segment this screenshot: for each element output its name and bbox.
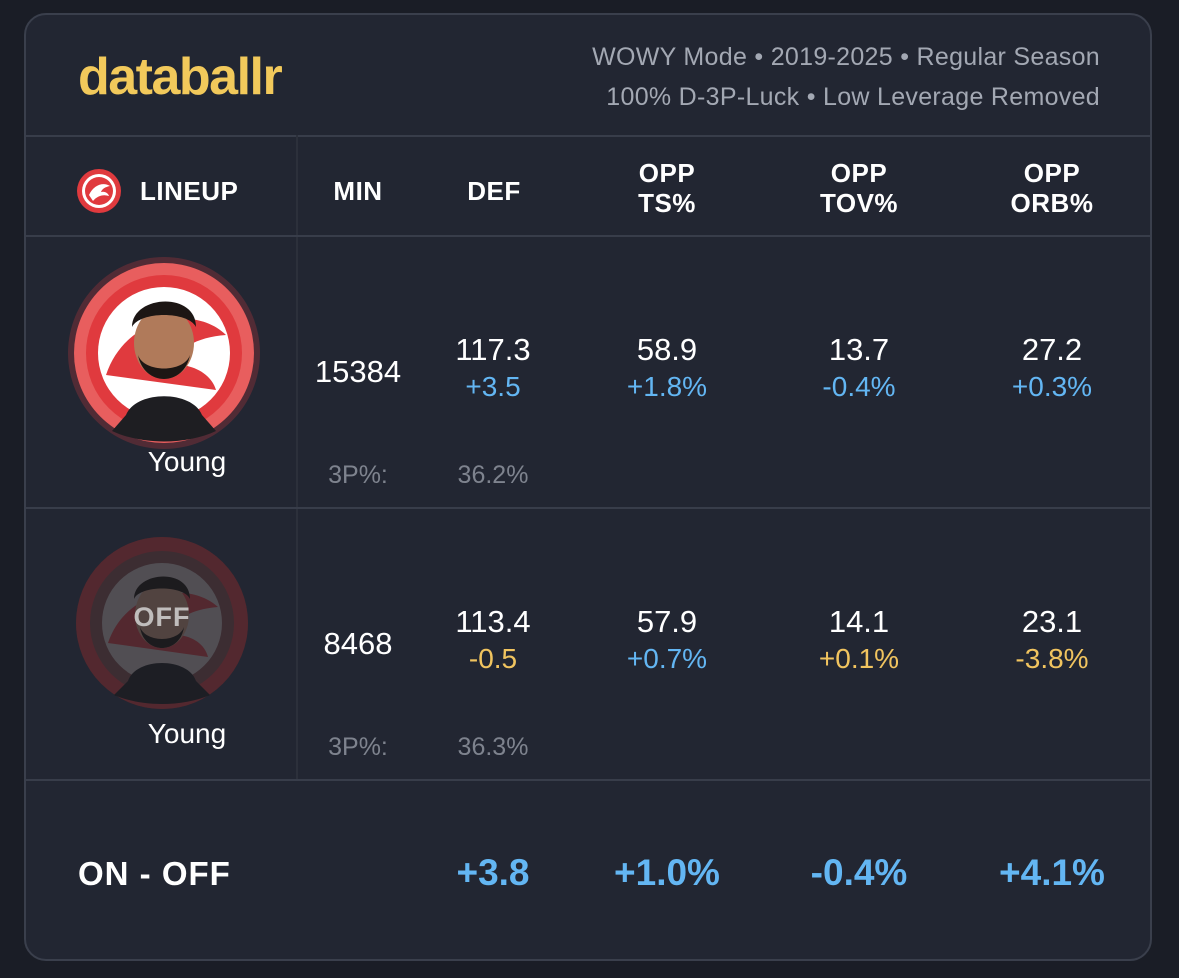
def-cell: 113.4 -0.5 bbox=[418, 603, 568, 677]
opp-orb-cell: 23.1 -3.8% bbox=[977, 603, 1127, 677]
divider bbox=[296, 237, 298, 507]
player-name: Young bbox=[147, 446, 227, 477]
opp-orb-value: 23.1 bbox=[1021, 604, 1083, 639]
divider bbox=[26, 135, 1150, 137]
def-delta: -0.5 bbox=[468, 643, 518, 674]
player-avatar-off bbox=[76, 537, 248, 709]
on-off-opp-tov: -0.4% bbox=[810, 852, 908, 893]
three-pt-value: 36.3% bbox=[457, 733, 529, 761]
divider bbox=[296, 509, 298, 779]
three-pt-label: 3P%: bbox=[328, 461, 388, 489]
opp-tov-cell: 13.7 -0.4% bbox=[784, 331, 934, 405]
def-value: 117.3 bbox=[455, 332, 531, 367]
min-value: 15384 bbox=[314, 354, 402, 389]
opp-tov-delta: +0.1% bbox=[818, 643, 900, 674]
opp-tov-value: 14.1 bbox=[828, 604, 890, 639]
col-header-opp-orb: OPP ORB% bbox=[1010, 158, 1094, 218]
col-header-def: DEF bbox=[467, 176, 521, 206]
opp-orb-value: 27.2 bbox=[1021, 332, 1083, 367]
divider bbox=[296, 135, 298, 235]
def-cell: 117.3 +3.5 bbox=[418, 331, 568, 405]
opp-ts-value: 58.9 bbox=[636, 332, 698, 367]
wowy-card: databallr WOWY Mode • 2019-2025 • Regula… bbox=[24, 13, 1152, 961]
opp-ts-value: 57.9 bbox=[636, 604, 698, 639]
header-subtitle-line1: WOWY Mode • 2019-2025 • Regular Season bbox=[592, 43, 1100, 71]
hawks-logo-icon bbox=[77, 169, 121, 213]
def-delta: +3.5 bbox=[465, 371, 521, 402]
three-pt-label: 3P%: bbox=[328, 733, 388, 761]
off-label: OFF bbox=[133, 602, 191, 632]
opp-orb-delta: +0.3% bbox=[1011, 371, 1093, 402]
player-name: Young bbox=[147, 718, 227, 749]
min-value: 8468 bbox=[323, 626, 393, 661]
col-header-lineup: LINEUP bbox=[140, 176, 239, 206]
three-pt-value: 36.2% bbox=[457, 461, 529, 489]
opp-orb-delta: -3.8% bbox=[1015, 643, 1089, 674]
col-header-opp-tov: OPP TOV% bbox=[819, 158, 899, 218]
col-header-opp-ts: OPP TS% bbox=[638, 158, 696, 218]
opp-ts-cell: 57.9 +0.7% bbox=[592, 603, 742, 677]
on-off-label: ON - OFF bbox=[78, 855, 231, 892]
opp-ts-delta: +1.8% bbox=[626, 371, 708, 402]
def-value: 113.4 bbox=[455, 604, 531, 639]
on-off-opp-ts: +1.0% bbox=[614, 852, 720, 893]
opp-ts-cell: 58.9 +1.8% bbox=[592, 331, 742, 405]
opp-tov-delta: -0.4% bbox=[822, 371, 896, 402]
player-avatar-on bbox=[68, 257, 260, 449]
opp-ts-delta: +0.7% bbox=[626, 643, 708, 674]
divider bbox=[26, 507, 1150, 509]
col-header-min: MIN bbox=[333, 176, 383, 206]
opp-tov-cell: 14.1 +0.1% bbox=[784, 603, 934, 677]
opp-tov-value: 13.7 bbox=[828, 332, 890, 367]
divider bbox=[26, 779, 1150, 781]
opp-orb-cell: 27.2 +0.3% bbox=[977, 331, 1127, 405]
header-subtitle-line2: 100% D-3P-Luck • Low Leverage Removed bbox=[606, 83, 1100, 111]
divider bbox=[26, 235, 1150, 237]
brand-logo: databallr bbox=[78, 48, 283, 106]
on-off-def: +3.8 bbox=[456, 852, 530, 893]
on-off-opp-orb: +4.1% bbox=[999, 852, 1105, 893]
